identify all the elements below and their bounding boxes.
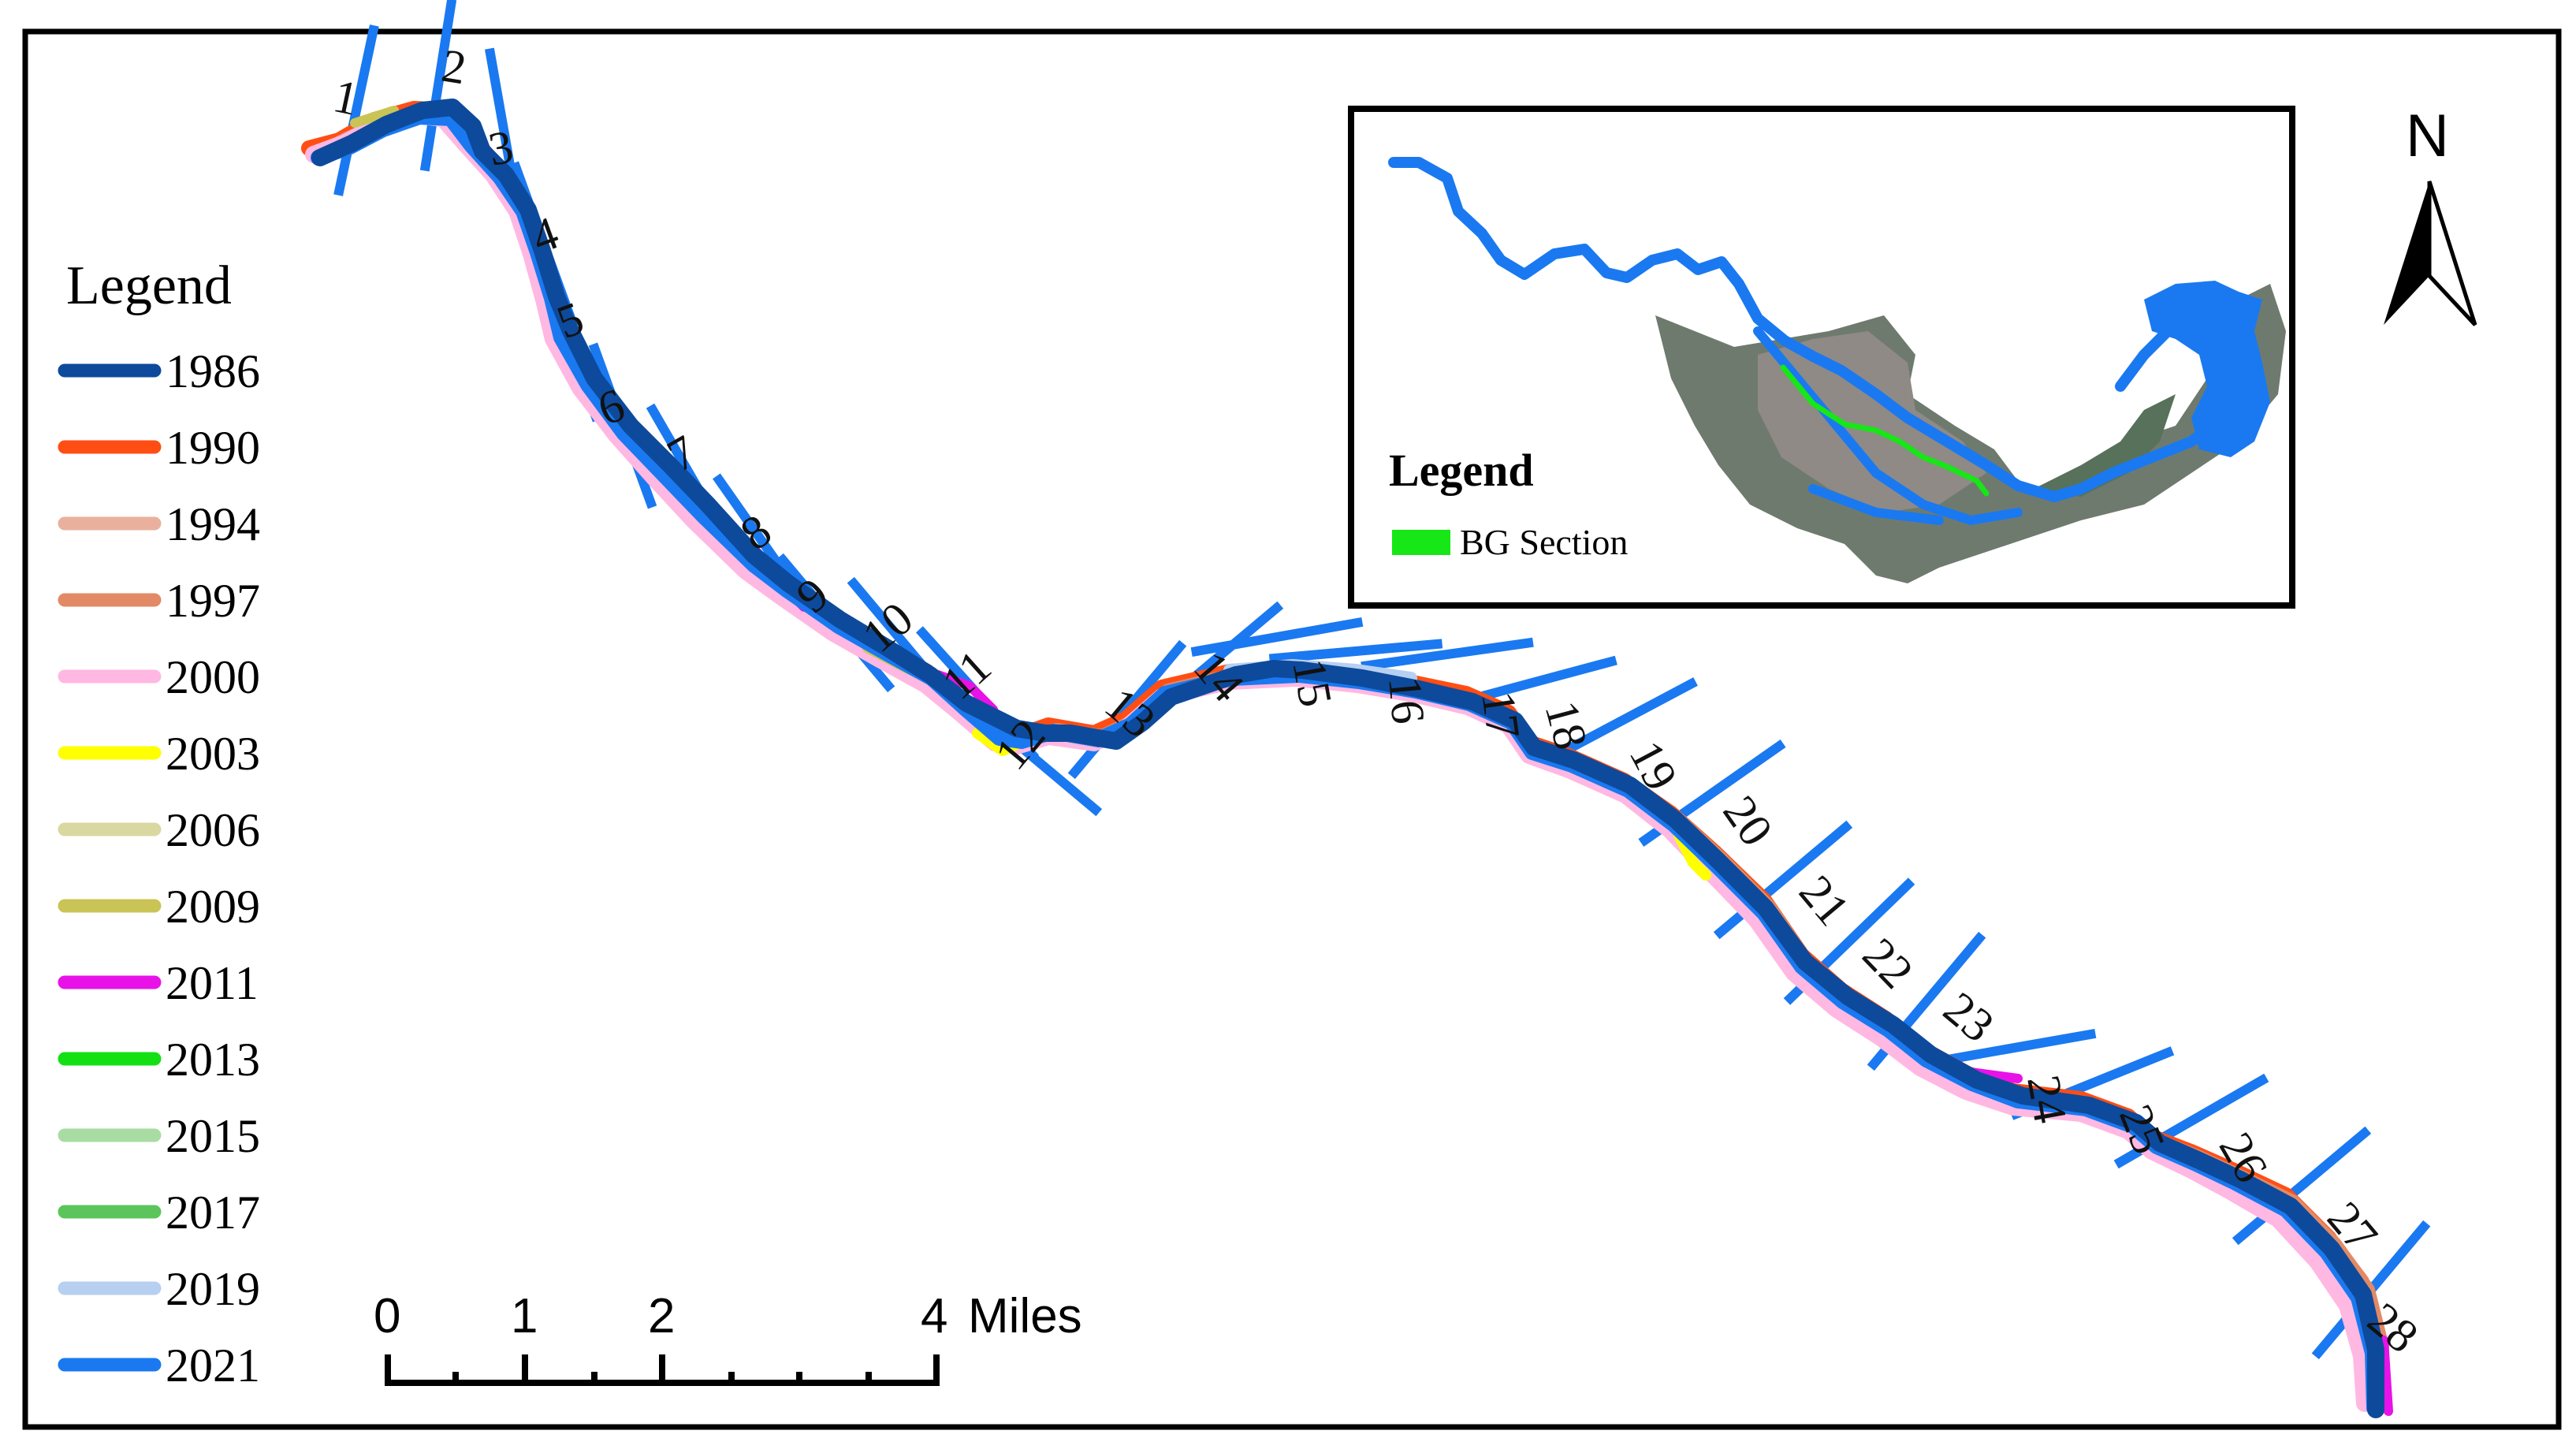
scale-label-0: 0 bbox=[374, 1289, 400, 1343]
cross-section-label-15: 15 bbox=[1282, 655, 1342, 711]
inset-legend-title: Legend bbox=[1389, 445, 1534, 496]
inset-lake bbox=[2144, 281, 2270, 457]
cross-section-label-23: 23 bbox=[1934, 982, 2004, 1052]
cross-section-label-20: 20 bbox=[1713, 787, 1782, 855]
cross-section-label-21: 21 bbox=[1789, 866, 1859, 935]
cross-section-line-21 bbox=[1713, 820, 1853, 940]
river-channel-traces bbox=[301, 99, 2393, 1418]
north-arrow-icon bbox=[2384, 181, 2477, 326]
cross-section-line-16 bbox=[1268, 639, 1443, 664]
legend-label-2006: 2006 bbox=[166, 804, 260, 856]
inset-map: Legend BG Section bbox=[1348, 106, 2295, 609]
cross-section-line-27 bbox=[2232, 1126, 2372, 1246]
inset-legend-swatch bbox=[1392, 530, 1450, 555]
cross-section-line-17 bbox=[1361, 637, 1534, 672]
cross-section-label-16: 16 bbox=[1379, 674, 1435, 726]
legend-label-2003: 2003 bbox=[166, 728, 260, 780]
legend-items: 1986 1990 1994 1997 2000 2003 2006 2009 2011 2013… bbox=[58, 345, 260, 1392]
inset-legend-label: BG Section bbox=[1460, 522, 1628, 562]
legend-label-1997: 1997 bbox=[166, 575, 260, 627]
legend-label-1994: 1994 bbox=[166, 498, 260, 550]
inset-bg-section bbox=[1780, 364, 1990, 497]
cross-section-label-17: 17 bbox=[1472, 688, 1530, 743]
map-frame bbox=[22, 28, 2562, 1430]
inset-river-branch bbox=[1753, 326, 2023, 526]
legend-label-2019: 2019 bbox=[166, 1263, 260, 1315]
cross-section-line-15 bbox=[1190, 617, 1364, 658]
legend-label-2021: 2021 bbox=[166, 1339, 260, 1392]
legend-label-2000: 2000 bbox=[166, 651, 260, 703]
legend-label-2009: 2009 bbox=[166, 881, 260, 933]
cross-section-label-22: 22 bbox=[1853, 928, 1923, 998]
north-arrow: N bbox=[2384, 102, 2477, 326]
channel-2011 bbox=[752, 547, 2393, 1416]
cross-section-line-1 bbox=[333, 24, 379, 196]
scale-label-1: 1 bbox=[511, 1289, 538, 1343]
legend-title: Legend bbox=[66, 255, 232, 316]
scale-label-4: 4 bbox=[921, 1289, 947, 1343]
scale-unit: Miles bbox=[968, 1289, 1082, 1343]
scale-bar: 0 1 2 4 Miles bbox=[374, 1289, 1082, 1386]
channel-1986 bbox=[311, 99, 2384, 1418]
legend-label-2017: 2017 bbox=[166, 1187, 260, 1239]
legend-label-2013: 2013 bbox=[166, 1034, 260, 1086]
legend-label-1986: 1986 bbox=[166, 345, 260, 397]
legend-label-2015: 2015 bbox=[166, 1110, 260, 1162]
cross-section-line-2 bbox=[419, 0, 457, 172]
legend-label-2011: 2011 bbox=[166, 957, 259, 1009]
cross-section-label-24: 24 bbox=[2017, 1071, 2076, 1127]
legend-label-1990: 1990 bbox=[166, 422, 260, 474]
north-arrow-label: N bbox=[2406, 102, 2449, 170]
legend: Legend 1986 1990 1994 1997 2000 2003 2006 2009 2… bbox=[58, 255, 260, 1392]
scale-label-2: 2 bbox=[648, 1289, 675, 1343]
